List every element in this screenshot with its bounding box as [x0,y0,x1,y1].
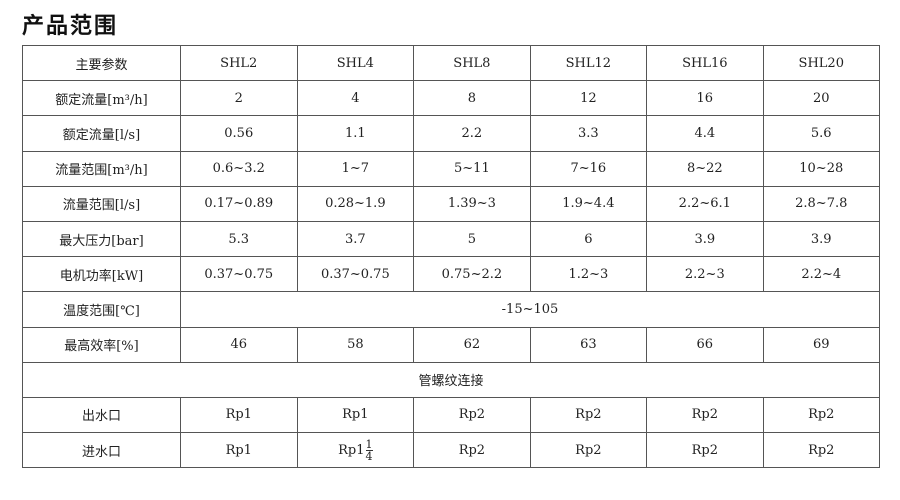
connection-row: 管螺纹连接 [22,361,880,398]
efficiency-row: 最高效率[%] 46 58 62 63 66 69 [22,326,881,363]
table-cell: 8~22 [646,150,764,187]
table-cell: 0.75~2.2 [413,256,531,293]
row-label: 流量范围[m³/h] [22,150,181,187]
table-cell: 69 [762,326,881,363]
table-cell: 20 [762,80,881,117]
table-cell: Rp2 [646,432,764,469]
row-label: 流量范围[l/s] [22,185,181,222]
table-row: 流量范围[l/s] 0.17~0.89 0.28~1.9 1.39~3 1.9~4.4 2… [22,185,881,222]
temperature-row: 温度范围[℃] -15~105 [22,291,881,328]
table-cell: SHL16 [646,44,764,82]
table-cell: 5.3 [179,220,298,258]
table-cell: -15~105 [179,291,881,328]
table-cell: 1.2~3 [529,256,648,293]
table-cell: 3.7 [296,220,415,258]
table-cell: Rp2 [762,432,881,469]
table-cell: 66 [646,326,764,363]
inlet-row: 进水口 Rp1 Rp1 1 4 Rp2 Rp2 Rp2 Rp2 [22,432,881,469]
table-cell: 12 [529,80,648,117]
table-cell: 58 [296,326,415,363]
row-label: 额定流量[l/s] [22,115,181,152]
table-cell: 8 [413,80,531,117]
row-label: 温度范围[℃] [22,291,181,328]
table-row: 电机功率[kW] 0.37~0.75 0.37~0.75 0.75~2.2 1.2~3 2… [22,256,881,293]
table-cell: 4 [296,80,415,117]
row-label: 额定流量[m³/h] [22,80,181,117]
row-label: 最大压力[bar] [22,220,181,258]
table-cell: 0.56 [179,115,298,152]
table-cell: 5 [413,220,531,258]
table-cell: 4.4 [646,115,764,152]
cell-text: Rp1 [338,442,365,458]
table-cell: 63 [529,326,648,363]
row-label: 电机功率[kW] [22,256,181,293]
table-cell: 3.3 [529,115,648,152]
row-label: 主要参数 [22,44,181,82]
table-cell: 16 [646,80,764,117]
table-cell: SHL12 [529,44,648,82]
fraction-numerator: 1 [365,437,373,451]
table-cell: 6 [529,220,648,258]
table-cell: Rp2 [413,432,531,469]
table-cell: 1.1 [296,115,415,152]
outlet-row: 出水口 Rp1 Rp1 Rp2 Rp2 Rp2 Rp2 [22,396,881,434]
table-cell: 1.9~4.4 [529,185,648,222]
row-label: 最高效率[%] [22,326,181,363]
table-cell: 2.2 [413,115,531,152]
table-cell: 1~7 [296,150,415,187]
table-cell: Rp1 [296,396,415,434]
table-cell: SHL8 [413,44,531,82]
table-cell: 5~11 [413,150,531,187]
table-cell: 0.37~0.75 [296,256,415,293]
table-cell: 3.9 [646,220,764,258]
table-row: 最大压力[bar] 5.3 3.7 5 6 3.9 3.9 [22,220,881,258]
table-cell: 0.28~1.9 [296,185,415,222]
table-cell: 62 [413,326,531,363]
table-cell: Rp1 [179,396,298,434]
row-label: 进水口 [22,432,181,469]
table-cell: 3.9 [762,220,881,258]
row-label: 出水口 [22,396,181,434]
table-cell: 2.2~4 [762,256,881,293]
table-row: 额定流量[m³/h] 2 4 8 12 16 20 [22,80,881,117]
table-cell: Rp1 1 4 [296,432,415,469]
table-cell: 2 [179,80,298,117]
table-cell: 2.8~7.8 [762,185,881,222]
table-cell: 2.2~6.1 [646,185,764,222]
table-cell: 10~28 [762,150,881,187]
table-cell: 0.37~0.75 [179,256,298,293]
table-cell: 0.6~3.2 [179,150,298,187]
table-row: 额定流量[l/s] 0.56 1.1 2.2 3.3 4.4 5.6 [22,115,881,152]
table-cell: 7~16 [529,150,648,187]
table-cell: 2.2~3 [646,256,764,293]
table-row: 流量范围[m³/h] 0.6~3.2 1~7 5~11 7~16 8~22 10~28 [22,150,881,187]
page-title: 产品范围 [22,14,119,39]
table-cell: 0.17~0.89 [179,185,298,222]
table-cell: Rp2 [529,396,648,434]
table-cell: Rp2 [762,396,881,434]
section-heading: 管螺纹连接 [22,361,880,398]
header-row: 主要参数 SHL2 SHL4 SHL8 SHL12 SHL16 SHL20 [22,44,881,82]
table-cell: 46 [179,326,298,363]
product-range-table: 主要参数 SHL2 SHL4 SHL8 SHL12 SHL16 SHL20 额定流量[m³/h… [22,44,881,469]
table-cell: SHL2 [179,44,298,82]
table-cell: Rp1 [179,432,298,469]
table-cell: Rp2 [529,432,648,469]
table-cell: 5.6 [762,115,881,152]
table-cell: SHL4 [296,44,415,82]
fraction-denominator: 4 [365,449,373,463]
table-cell: 1.39~3 [413,185,531,222]
table-cell: Rp2 [413,396,531,434]
table-cell: SHL20 [762,44,881,82]
table-cell: Rp2 [646,396,764,434]
